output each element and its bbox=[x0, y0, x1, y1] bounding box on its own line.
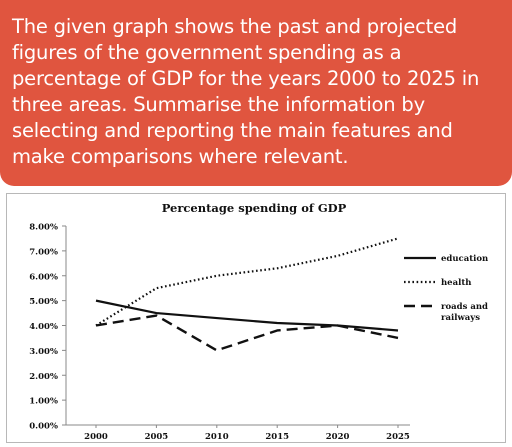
legend-label-health: health bbox=[441, 278, 471, 288]
prompt-banner: The given graph shows the past and proje… bbox=[0, 0, 512, 186]
legend-label-education: education bbox=[441, 254, 488, 264]
chart-title: Percentage spending of GDP bbox=[162, 201, 347, 215]
y-tick-label: 4.00% bbox=[29, 322, 58, 332]
y-tick-label: 7.00% bbox=[29, 247, 58, 257]
series-line-education bbox=[95, 299, 399, 332]
x-tick-label: 2010 bbox=[205, 432, 229, 442]
chart-frame bbox=[6, 193, 506, 443]
y-tick-label: 8.00% bbox=[29, 223, 58, 233]
x-tick-label: 2000 bbox=[84, 432, 108, 442]
series-line-health bbox=[95, 237, 399, 327]
legend-label-roads-and-railways: roads and railways bbox=[441, 302, 488, 323]
x-tick-label: 2015 bbox=[265, 432, 289, 442]
x-tick-label: 2025 bbox=[386, 432, 410, 442]
y-tick-label: 0.00% bbox=[29, 422, 58, 432]
y-tick-label: 5.00% bbox=[29, 297, 58, 307]
y-tick-label: 6.00% bbox=[29, 272, 58, 282]
x-tick-label: 2020 bbox=[326, 432, 350, 442]
x-tick-label: 2005 bbox=[145, 432, 169, 442]
y-tick-label: 2.00% bbox=[29, 372, 58, 382]
prompt-text: The given graph shows the past and proje… bbox=[12, 15, 480, 168]
y-tick-label: 3.00% bbox=[29, 347, 58, 357]
series-line-roads-and-railways bbox=[95, 314, 399, 352]
y-tick-label: 1.00% bbox=[29, 397, 58, 407]
